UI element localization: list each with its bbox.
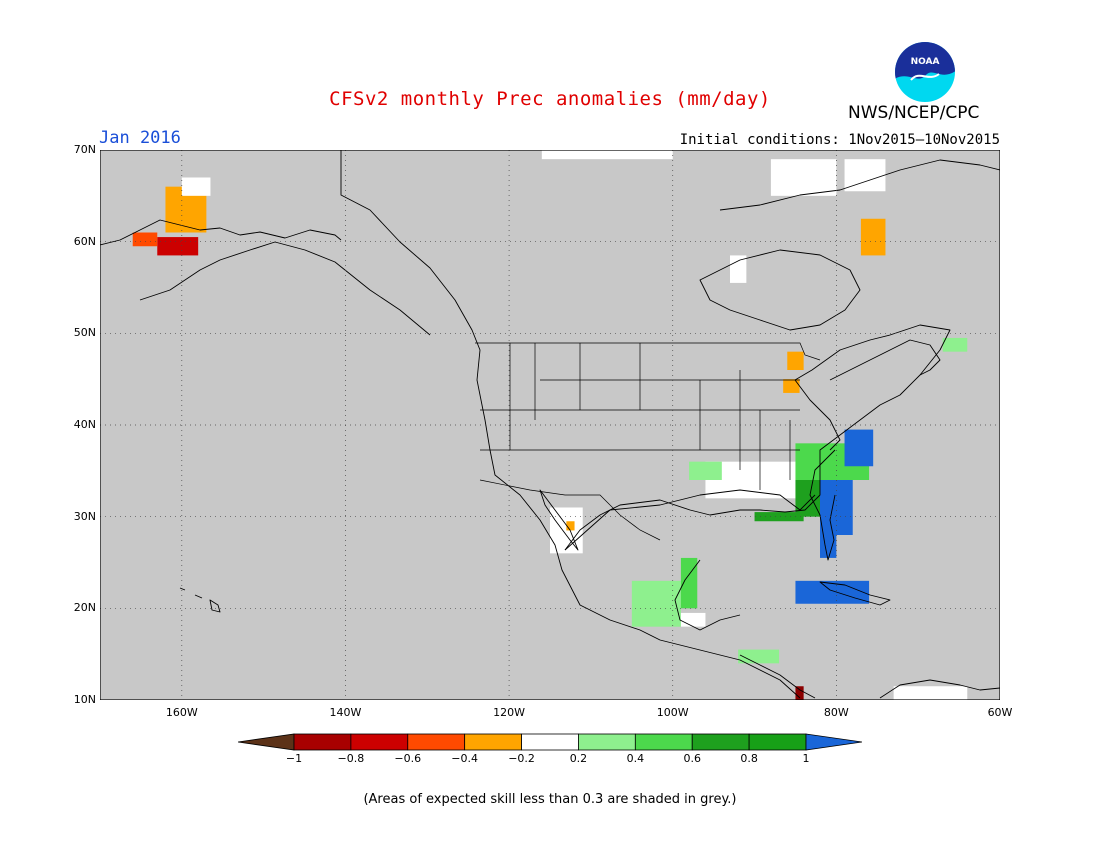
lon-label: 160W [165,706,198,719]
anomaly-region-baja-orange [566,521,575,531]
target-month: Jan 2016 [99,128,181,148]
anomaly-region-alaska-west-white [181,177,211,196]
lon-label: 100W [656,706,689,719]
anomaly-region-mexico-white [680,612,706,627]
lat-label: 40N [73,418,96,431]
colorbar-tick-label: −0.4 [451,752,479,765]
lon-label: 80W [823,706,849,719]
lat-label: 70N [73,143,96,156]
chart-title: CFSv2 monthly Prec anomalies (mm/day) [329,88,771,110]
lat-label: 50N [73,326,96,340]
colorbar-swatch [748,733,807,751]
colorbar-tick-label: 1 [802,752,810,765]
initial-conditions: Initial conditions: 1Nov2015–10Nov2015 [679,132,1000,148]
anomaly-region-mexico-lightgreen [631,580,681,627]
colorbar-swatch [691,733,750,751]
anomaly-region-midatlantic-blue [844,429,874,467]
colorbar-swatch [350,733,409,751]
colorbar-swatch [293,733,352,751]
skill-note: (Areas of expected skill less than 0.3 a… [363,792,737,807]
colorbar-swatch [407,733,466,751]
colorbar-swatches [238,733,862,751]
lon-label: 140W [329,706,362,719]
precipitation-map [100,150,1000,700]
political-borders [475,342,821,541]
lat-label: 10N [73,693,96,706]
lon-label: 60W [987,706,1013,719]
lat-label: 30N [73,509,96,523]
anomaly-region-florida-blue [820,525,837,558]
anomaly-region-newfoundland-green [942,337,968,352]
colorbar-tick-label: 0.4 [626,752,645,765]
anomaly-region-great-lakes-2 [783,379,800,393]
anomaly-region-baja-white [550,507,583,554]
colorbar-tick-label: 0.6 [683,752,701,765]
anomaly-region-arctic-white-2 [770,159,837,196]
colorbar-swatch [464,733,522,751]
anomaly-region-alaska-sw2 [132,232,158,247]
anomaly-region-alaska-sw [157,237,199,256]
lat-lon-grid [100,150,1000,700]
coastlines [100,150,1000,699]
colorbar-swatch [578,733,636,751]
colorbar-tick-label: −0.6 [394,752,422,765]
anomaly-region-quebec-labrador [860,218,886,256]
lat-label: 60N [73,234,96,248]
logo-text: NOAA [911,57,940,67]
colorbar-swatch [521,733,579,751]
colorbar-tick-label: −1 [285,752,303,765]
anomaly-region-mexico-green [680,557,698,609]
lon-label: 120W [493,706,526,719]
colorbar [238,733,862,751]
anomaly-region-centralamerica-brown [795,686,804,700]
anomaly-region-centralamerica-lightgreen [738,649,780,664]
colorbar-tick-label: −0.8 [337,752,365,765]
noaa-logo: NOAA [895,42,955,102]
anomaly-region-arctic-white-1 [541,150,673,160]
lat-label: 20N [73,601,96,615]
agency-label: NWS/NCEP/CPC [848,103,980,123]
colorbar-swatch [805,733,862,751]
colorbar-tick-label: 0.2 [569,752,588,765]
colorbar-tick-label: −0.2 [508,752,535,765]
anomaly-region-caribbean-white [893,686,968,700]
anomaly-region-gulf-darkgreen [754,512,804,522]
colorbar-tick-label: 0.8 [740,752,758,765]
colorbar-swatch [238,733,295,751]
anomaly-region-great-lakes [787,351,804,370]
anomaly-region-southcentral-lightgreen [689,461,722,480]
anomaly-region-cuba-blue [795,580,870,604]
colorbar-swatch [634,733,693,751]
anomaly-region-hudson-white [730,255,747,283]
